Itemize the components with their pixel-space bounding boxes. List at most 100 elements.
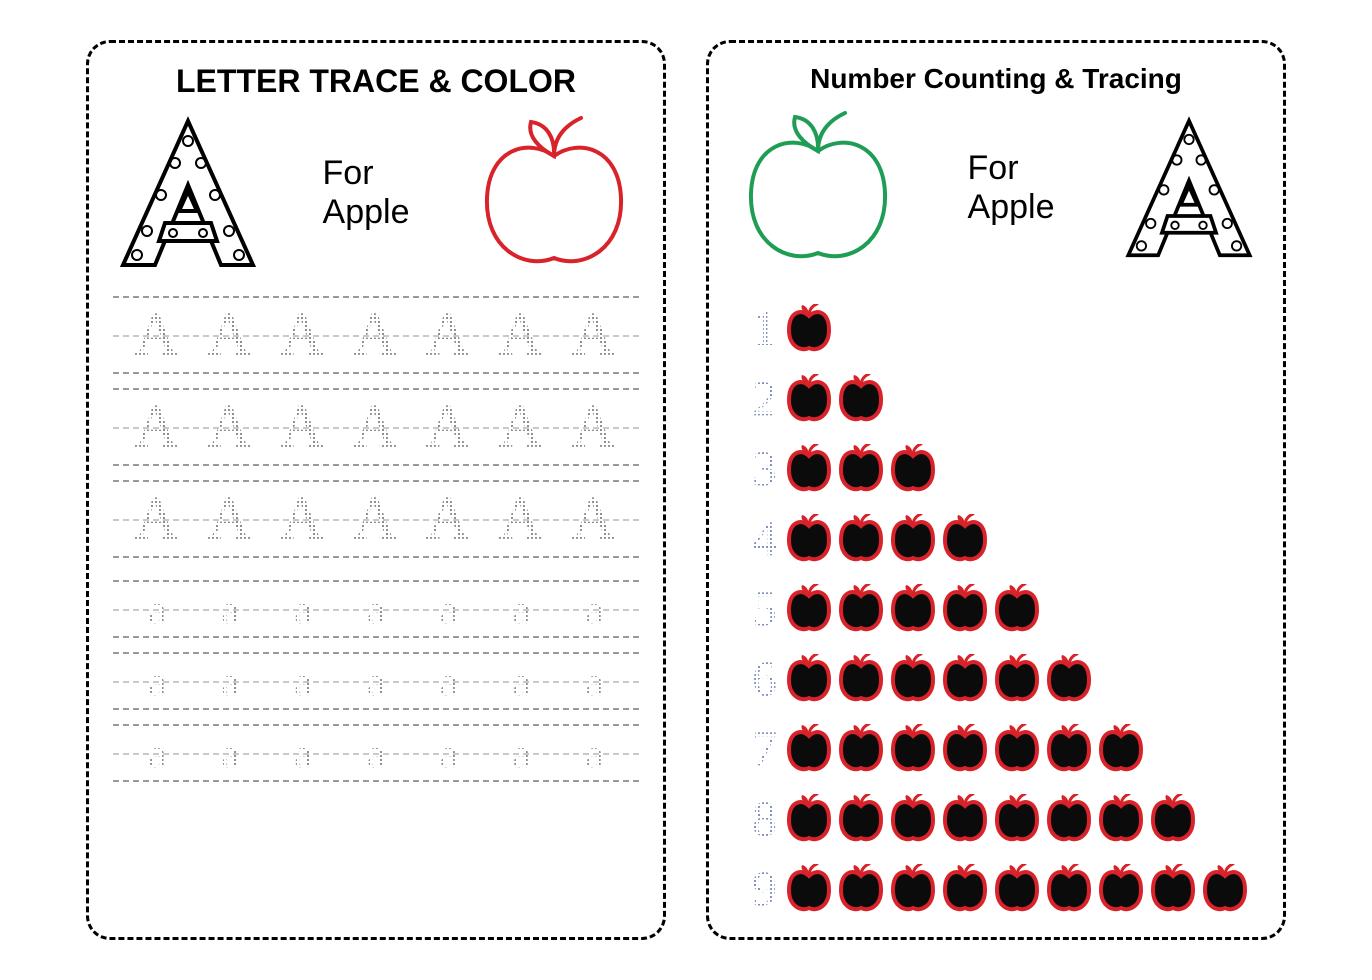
guideline-mid bbox=[113, 681, 639, 683]
apple-count-icon bbox=[839, 514, 883, 562]
apple-count-icon bbox=[1151, 794, 1195, 842]
counting-number: 7 bbox=[733, 719, 777, 777]
apple-outline-icon bbox=[733, 103, 903, 273]
apple-icon-row bbox=[787, 724, 1143, 772]
guideline-mid bbox=[113, 335, 639, 337]
for-text-line2: Apple bbox=[968, 188, 1055, 227]
guideline-mid bbox=[113, 753, 639, 755]
letter-trace-panel: LETTER TRACE & COLOR For bbox=[86, 40, 666, 940]
apple-count-icon bbox=[943, 654, 987, 702]
apple-count-icon bbox=[787, 794, 831, 842]
apple-count-icon bbox=[943, 514, 987, 562]
counting-number: 1 bbox=[733, 299, 777, 357]
counting-number: 9 bbox=[733, 859, 777, 917]
apple-count-icon bbox=[839, 794, 883, 842]
counting-number: 3 bbox=[733, 439, 777, 497]
trace-row-lower: aaaaaaa bbox=[113, 724, 639, 782]
apple-outline-icon bbox=[469, 108, 639, 278]
apple-count-icon bbox=[787, 444, 831, 492]
counting-row: 5 bbox=[733, 577, 1259, 639]
trace-row-upper: AAAAAAA bbox=[113, 480, 639, 558]
apple-count-icon bbox=[787, 654, 831, 702]
decorative-letter-a-icon bbox=[1119, 113, 1259, 263]
apple-count-icon bbox=[1151, 864, 1195, 912]
counting-row: 2 bbox=[733, 367, 1259, 429]
counting-row: 8 bbox=[733, 787, 1259, 849]
for-apple-label: For Apple bbox=[968, 149, 1055, 227]
counting-row: 6 bbox=[733, 647, 1259, 709]
lowercase-trace-block: aaaaaaa aaaaaaa aaaaaaa bbox=[113, 580, 639, 782]
apple-count-icon bbox=[1099, 724, 1143, 772]
apple-count-icon bbox=[1047, 654, 1091, 702]
counting-row: 4 bbox=[733, 507, 1259, 569]
apple-count-icon bbox=[943, 794, 987, 842]
counting-number: 2 bbox=[733, 369, 777, 427]
apple-count-icon bbox=[1047, 794, 1091, 842]
apple-count-icon bbox=[943, 864, 987, 912]
apple-count-icon bbox=[839, 864, 883, 912]
counting-row: 1 bbox=[733, 297, 1259, 359]
counting-row: 7 bbox=[733, 717, 1259, 779]
counting-number: 4 bbox=[733, 509, 777, 567]
number-counting-panel: Number Counting & Tracing For Apple bbox=[706, 40, 1286, 940]
for-text-line1: For bbox=[968, 149, 1055, 188]
apple-count-icon bbox=[1099, 794, 1143, 842]
apple-count-icon bbox=[787, 304, 831, 352]
counting-row: 9 bbox=[733, 857, 1259, 919]
apple-count-icon bbox=[1203, 864, 1247, 912]
decorative-letter-a-icon bbox=[113, 113, 263, 273]
apple-icon-row bbox=[787, 374, 883, 422]
apple-count-icon bbox=[891, 864, 935, 912]
counting-rows-block: 1 2 3 bbox=[733, 297, 1259, 919]
right-header-row: For Apple bbox=[733, 103, 1259, 273]
guideline-mid bbox=[113, 427, 639, 429]
apple-count-icon bbox=[891, 654, 935, 702]
guideline-mid bbox=[113, 519, 639, 521]
apple-count-icon bbox=[839, 444, 883, 492]
counting-number: 8 bbox=[733, 789, 777, 847]
apple-icon-row bbox=[787, 514, 987, 562]
apple-count-icon bbox=[1099, 864, 1143, 912]
apple-count-icon bbox=[891, 514, 935, 562]
worksheet-page: LETTER TRACE & COLOR For bbox=[0, 0, 1372, 980]
apple-icon-row bbox=[787, 654, 1091, 702]
for-text-line2: Apple bbox=[323, 193, 410, 232]
apple-count-icon bbox=[995, 794, 1039, 842]
for-apple-label: For Apple bbox=[323, 154, 410, 232]
apple-icon-row bbox=[787, 304, 831, 352]
apple-count-icon bbox=[787, 584, 831, 632]
apple-count-icon bbox=[839, 654, 883, 702]
apple-icon-row bbox=[787, 864, 1247, 912]
apple-count-icon bbox=[1047, 724, 1091, 772]
section-gap bbox=[113, 558, 639, 580]
trace-row-upper: AAAAAAA bbox=[113, 388, 639, 466]
for-text-line1: For bbox=[323, 154, 410, 193]
counting-row: 3 bbox=[733, 437, 1259, 499]
trace-row-lower: aaaaaaa bbox=[113, 580, 639, 638]
panel-title: Number Counting & Tracing bbox=[733, 63, 1259, 95]
apple-count-icon bbox=[891, 584, 935, 632]
counting-number: 6 bbox=[733, 649, 777, 707]
counting-number: 5 bbox=[733, 579, 777, 637]
panel-title: LETTER TRACE & COLOR bbox=[113, 63, 639, 100]
apple-count-icon bbox=[839, 584, 883, 632]
guideline-mid bbox=[113, 609, 639, 611]
apple-count-icon bbox=[787, 374, 831, 422]
left-header-row: For Apple bbox=[113, 108, 639, 278]
apple-count-icon bbox=[995, 724, 1039, 772]
apple-count-icon bbox=[995, 584, 1039, 632]
apple-count-icon bbox=[943, 584, 987, 632]
apple-count-icon bbox=[891, 794, 935, 842]
apple-count-icon bbox=[839, 374, 883, 422]
apple-count-icon bbox=[1047, 864, 1091, 912]
apple-icon-row bbox=[787, 794, 1195, 842]
apple-count-icon bbox=[787, 724, 831, 772]
uppercase-trace-block: AAAAAAAAAAAAAAAAAAAAA bbox=[113, 296, 639, 558]
trace-row-lower: aaaaaaa bbox=[113, 652, 639, 710]
apple-icon-row bbox=[787, 584, 1039, 632]
apple-count-icon bbox=[787, 864, 831, 912]
apple-count-icon bbox=[943, 724, 987, 772]
apple-count-icon bbox=[995, 654, 1039, 702]
apple-count-icon bbox=[891, 444, 935, 492]
apple-count-icon bbox=[995, 864, 1039, 912]
